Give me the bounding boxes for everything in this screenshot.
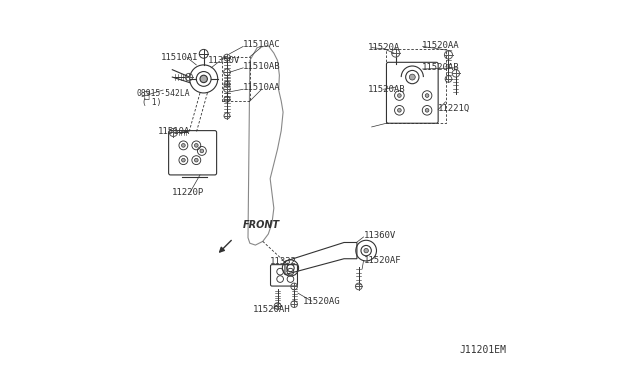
Text: 11332: 11332 — [270, 257, 297, 266]
Text: 11520AH: 11520AH — [253, 305, 291, 314]
Text: 11520AF: 11520AF — [364, 256, 401, 265]
Text: 11520AG: 11520AG — [303, 297, 340, 306]
Text: 08915-542LA: 08915-542LA — [136, 89, 189, 98]
Text: 11360V: 11360V — [364, 231, 396, 240]
Text: 11510AB: 11510AB — [243, 62, 281, 71]
Circle shape — [425, 94, 429, 97]
Text: 11350V: 11350V — [207, 56, 239, 65]
Circle shape — [195, 158, 198, 162]
Circle shape — [397, 109, 401, 112]
Text: 11520AB: 11520AB — [368, 85, 406, 94]
Text: 11520AA: 11520AA — [422, 41, 459, 50]
Text: 11221Q: 11221Q — [438, 104, 470, 113]
Text: FRONT: FRONT — [243, 220, 280, 230]
Text: J11201EM: J11201EM — [460, 345, 507, 355]
Circle shape — [195, 144, 198, 147]
Text: 11520A: 11520A — [368, 43, 400, 52]
Circle shape — [410, 74, 415, 80]
Circle shape — [182, 158, 185, 162]
Text: ⓦ: ⓦ — [143, 89, 149, 99]
Text: 11510AA: 11510AA — [243, 83, 281, 92]
Text: ( 1): ( 1) — [142, 98, 161, 107]
Circle shape — [364, 248, 369, 253]
Text: 11510AC: 11510AC — [243, 41, 281, 49]
Text: 11510AI: 11510AI — [161, 53, 198, 62]
Circle shape — [200, 75, 207, 83]
Circle shape — [182, 144, 185, 147]
Text: 11520AB: 11520AB — [422, 63, 459, 72]
Text: 11510A: 11510A — [157, 127, 190, 136]
Circle shape — [425, 109, 429, 112]
Circle shape — [397, 94, 401, 97]
Text: 11220P: 11220P — [172, 188, 205, 197]
Circle shape — [200, 149, 204, 153]
